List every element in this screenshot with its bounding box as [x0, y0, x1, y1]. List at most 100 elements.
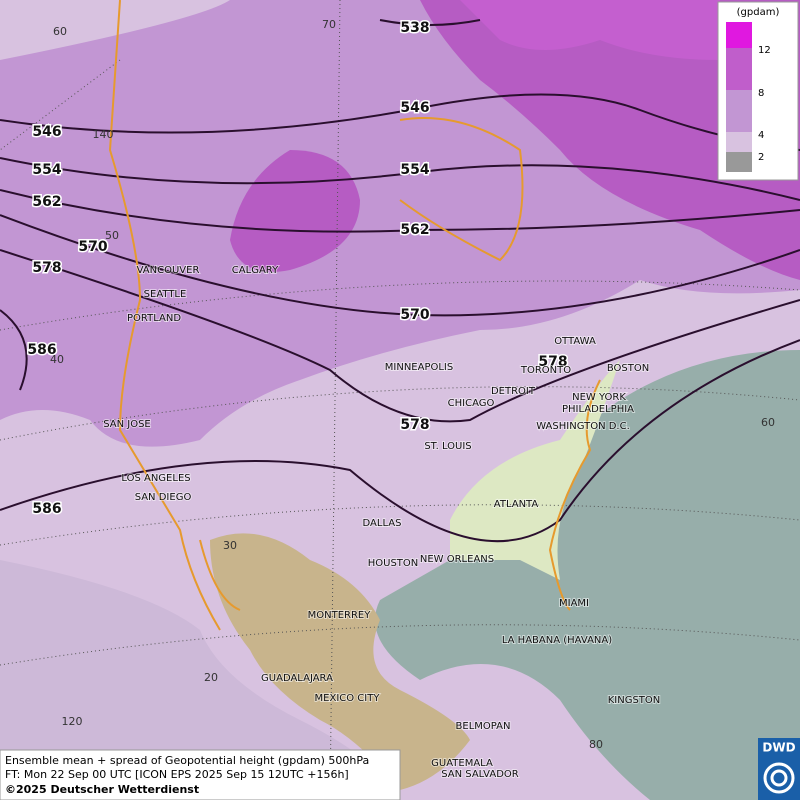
latitude-line — [0, 386, 800, 441]
contour-label: 586 — [32, 501, 61, 517]
contour-586 — [0, 309, 28, 391]
contour-label: 586 — [27, 342, 56, 358]
city-label: SAN JOSE — [103, 419, 151, 430]
logo-text: DWD — [762, 741, 795, 755]
graticule-label: 50 — [105, 229, 119, 242]
city-label: MIAMI — [559, 598, 589, 609]
dwd-logo: DWD — [758, 738, 800, 800]
legend-swatch — [726, 152, 752, 172]
logo-swirl — [770, 769, 788, 787]
legend-swatch — [726, 48, 752, 90]
contour-label: 546 — [400, 100, 429, 116]
ocean-low-spread — [375, 350, 800, 800]
contour-label: 538 — [400, 20, 429, 36]
graticule-label: 20 — [204, 671, 218, 684]
footer: Ensemble mean + spread of Geopotential h… — [0, 749, 401, 800]
contour-label: 578 — [538, 354, 567, 370]
latitude-line — [0, 280, 800, 331]
contour-554 — [0, 157, 800, 201]
city-label: MINNEAPOLIS — [385, 362, 453, 373]
land-southeast-us — [450, 360, 620, 580]
city-label: BELMOPAN — [456, 721, 511, 732]
contour-label: 546 — [32, 124, 61, 140]
legend-swatch — [726, 90, 752, 132]
latitude-line — [0, 504, 800, 546]
city-label: PHILADELPHIA — [562, 404, 634, 415]
coastline — [399, 117, 601, 611]
legend-level: 8 — [758, 88, 764, 99]
latitude-line — [0, 624, 800, 666]
city-label: NEW ORLEANS — [420, 554, 494, 565]
graticule-label: 30 — [223, 539, 237, 552]
city-label: DETROIT — [491, 386, 536, 397]
logo-box — [758, 738, 800, 800]
city-label: GUADALAJARA — [261, 673, 333, 684]
contour-label: 562 — [400, 222, 429, 238]
city-label: KINGSTON — [608, 695, 661, 706]
contour-label: 562 — [32, 194, 61, 210]
legend-level: 4 — [758, 130, 764, 141]
logo-swirl — [763, 762, 795, 794]
legend: (gpdam) 12 8 4 2 — [717, 1, 799, 181]
legend-swatch — [726, 22, 752, 48]
city-label: ST. LOUIS — [424, 441, 471, 452]
legend-swatch — [726, 132, 752, 152]
footer-box — [0, 749, 401, 800]
city-label: BOSTON — [607, 363, 649, 374]
city-label: SAN DIEGO — [135, 492, 192, 503]
city-label: DALLAS — [363, 518, 402, 529]
city-label: MONTERREY — [308, 610, 372, 621]
city-label: MEXICO CITY — [315, 693, 381, 704]
graticule-label: 40 — [50, 353, 64, 366]
graticule-label: 120 — [62, 715, 83, 728]
contour-label: 570 — [78, 239, 107, 255]
spread-8-12 — [460, 0, 720, 60]
land-mexico — [210, 533, 470, 790]
labels: 538 546 546 554 554 562 562 570 570 578 578 578 586 5… — [26, 18, 775, 781]
city-label: TORONTO — [520, 365, 571, 376]
city-label: CALGARY — [232, 265, 279, 276]
contour-562 — [0, 189, 800, 233]
coastline — [108, 0, 241, 631]
contour-label: 578 — [400, 417, 429, 433]
city-label: CHICAGO — [448, 398, 495, 409]
contour-label: 554 — [32, 162, 61, 178]
graticule-label: 140 — [93, 128, 114, 141]
graticule-label: 60 — [761, 416, 775, 429]
contour-570 — [0, 214, 800, 317]
city-label: ATLANTA — [494, 499, 539, 510]
contour-578 — [0, 249, 800, 423]
contour-label: 578 — [32, 260, 61, 276]
contour-label: 554 — [400, 162, 429, 178]
longitude-line — [329, 0, 341, 800]
city-label: VANCOUVER — [137, 265, 200, 276]
longitude-line — [0, 59, 121, 151]
city-label: NEW YORK — [572, 392, 626, 403]
graticule-label: 80 — [589, 738, 603, 751]
city-label: GUATEMALA — [431, 758, 493, 769]
footer-line: FT: Mon 22 Sep 00 UTC [ICON EPS 2025 Sep… — [5, 768, 349, 781]
footer-line: Ensemble mean + spread of Geopotential h… — [5, 754, 369, 767]
height-contours — [0, 19, 800, 543]
city-label: WASHINGTON D.C. — [536, 421, 630, 432]
contour-586 — [0, 339, 800, 543]
city-label: SEATTLE — [144, 289, 187, 300]
contour-538 — [379, 19, 481, 26]
city-label: LOS ANGELES — [121, 473, 190, 484]
legend-unit: (gpdam) — [737, 7, 780, 18]
graticule-label: 70 — [322, 18, 336, 31]
city-label: PORTLAND — [127, 313, 181, 324]
city-label: LA HABANA (HAVANA) — [502, 635, 612, 646]
footer-line: ©2025 Deutscher Wetterdienst — [5, 783, 199, 796]
legend-level: 12 — [758, 45, 771, 56]
city-label: OTTAWA — [554, 336, 596, 347]
spread-8-12 — [420, 0, 800, 280]
spread-2-4 — [0, 560, 400, 800]
city-label: HOUSTON — [368, 558, 419, 569]
graticule-label: 60 — [53, 25, 67, 38]
contour-546 — [0, 93, 800, 151]
city-label: SAN SALVADOR — [441, 769, 518, 780]
contour-label: 570 — [400, 307, 429, 323]
